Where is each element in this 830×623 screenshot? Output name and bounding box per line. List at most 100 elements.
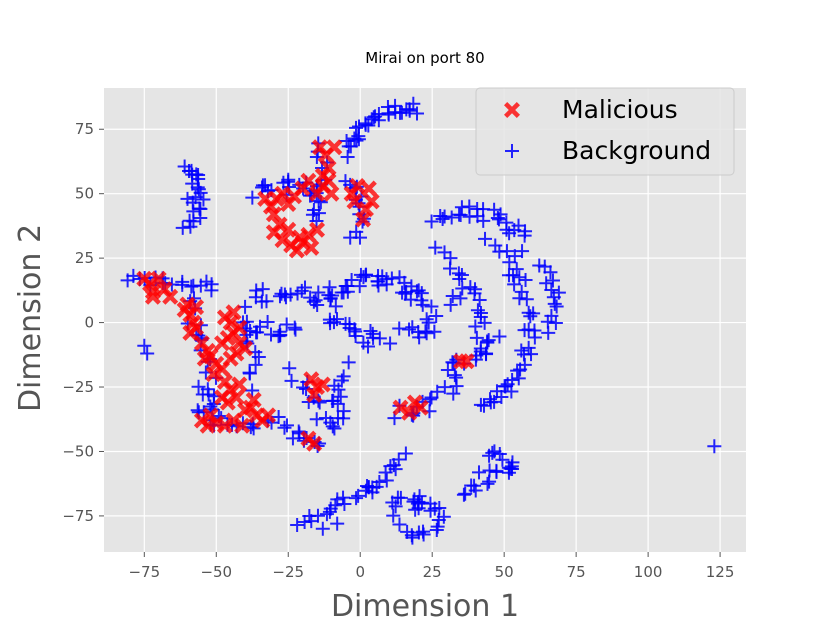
background-point	[440, 363, 455, 378]
x-tick-label: 125	[706, 563, 735, 581]
background-point	[510, 363, 525, 378]
background-point	[410, 106, 425, 121]
background-point	[379, 277, 394, 292]
background-point	[544, 308, 559, 323]
malicious-point	[205, 366, 222, 383]
background-point	[271, 329, 286, 344]
background-point	[406, 96, 421, 111]
malicious-point	[314, 376, 331, 393]
background-point	[707, 439, 722, 454]
background-point	[330, 396, 345, 411]
malicious-point	[225, 412, 242, 429]
malicious-point	[349, 177, 366, 194]
background-point	[428, 240, 443, 255]
background-point	[514, 284, 529, 299]
background-point	[126, 268, 141, 283]
x-tick-label: −25	[272, 563, 304, 581]
background-point	[361, 118, 376, 133]
background-point	[203, 399, 218, 414]
background-point	[277, 287, 292, 302]
malicious-point	[314, 167, 331, 184]
background-point	[296, 380, 311, 395]
background-point	[545, 273, 560, 288]
background-point	[548, 316, 563, 331]
malicious-point	[237, 340, 254, 357]
background-point	[305, 207, 320, 222]
background-point	[500, 377, 515, 392]
background-point	[392, 517, 407, 532]
malicious-point	[309, 221, 326, 238]
background-point	[372, 475, 387, 490]
background-point	[344, 273, 359, 288]
background-point	[437, 380, 452, 395]
background-point	[356, 270, 371, 285]
malicious-point	[202, 407, 219, 424]
background-point	[328, 299, 343, 314]
background-point	[361, 339, 376, 354]
background-point	[512, 291, 527, 306]
malicious-point	[144, 288, 161, 305]
x-tick-label: −75	[128, 563, 160, 581]
malicious-point	[231, 319, 248, 336]
background-point	[404, 528, 419, 543]
background-point	[352, 119, 367, 134]
background-point	[338, 316, 353, 331]
background-point	[517, 228, 532, 243]
background-point	[424, 214, 439, 229]
background-point	[424, 299, 439, 314]
background-point	[507, 277, 522, 292]
legend-malicious-marker	[504, 102, 520, 118]
background-point	[449, 370, 464, 385]
background-point	[290, 518, 305, 533]
background-point	[480, 476, 495, 491]
background-point	[309, 213, 324, 228]
malicious-point	[228, 389, 245, 406]
background-point	[511, 371, 526, 386]
background-point	[271, 410, 286, 425]
chart-title: Mirai on port 80	[365, 49, 484, 67]
background-point	[493, 207, 508, 222]
background-point	[191, 182, 206, 197]
malicious-point	[162, 288, 179, 305]
background-point	[423, 392, 438, 407]
malicious-point	[176, 301, 193, 318]
background-point	[392, 321, 407, 336]
background-point	[195, 387, 210, 402]
background-point	[348, 329, 363, 344]
malicious-point	[303, 239, 320, 256]
background-point	[279, 317, 294, 332]
background-point	[419, 326, 434, 341]
background-point	[391, 452, 406, 467]
background-point	[437, 245, 452, 260]
background-point	[183, 219, 198, 234]
background-point	[427, 324, 442, 339]
background-point	[456, 487, 471, 502]
background-point	[383, 336, 398, 351]
background-point	[421, 315, 436, 330]
x-axis: −75 −50 −25 0 25 50 75 100 125	[128, 552, 734, 581]
background-point	[349, 120, 364, 135]
malicious-point	[355, 211, 372, 228]
background-point	[379, 473, 394, 488]
background-point	[246, 421, 261, 436]
background-point	[477, 315, 492, 330]
background-point	[277, 420, 292, 435]
background-point	[245, 383, 260, 398]
background-point	[424, 390, 439, 405]
background-point	[419, 312, 434, 327]
background-point	[353, 267, 368, 282]
background-point	[462, 199, 477, 214]
background-point	[518, 273, 533, 288]
background-point	[504, 459, 519, 474]
background-point	[334, 373, 349, 388]
background-point	[469, 330, 484, 345]
background-point	[370, 274, 385, 289]
background-point	[248, 357, 263, 372]
background-point	[435, 211, 450, 226]
background-point	[327, 421, 342, 436]
background-point	[336, 490, 351, 505]
malicious-point	[274, 232, 291, 249]
background-point	[184, 279, 199, 294]
background-point	[523, 309, 538, 324]
